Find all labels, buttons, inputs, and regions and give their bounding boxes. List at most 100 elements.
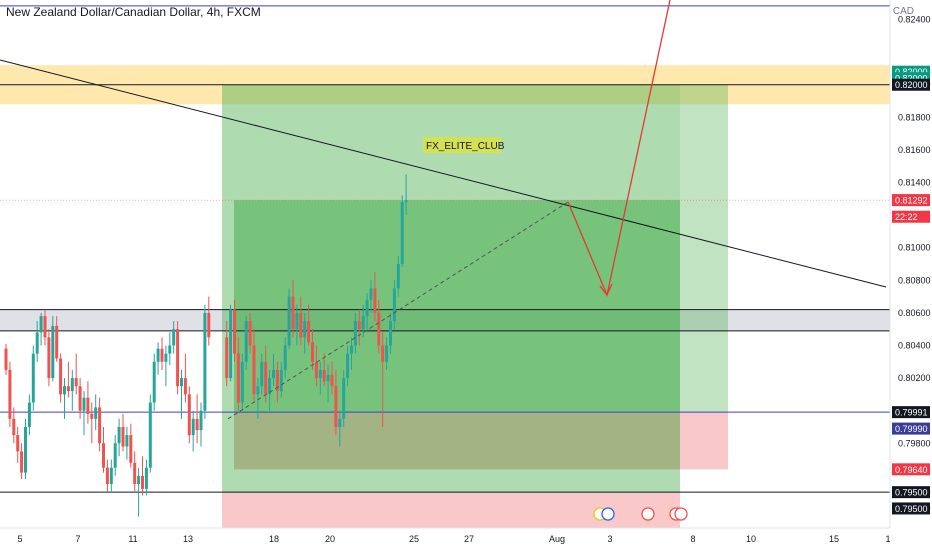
candle-body bbox=[381, 345, 385, 362]
entry-zone bbox=[234, 412, 680, 470]
event-marker-icon[interactable] bbox=[641, 507, 655, 521]
candle-body bbox=[233, 309, 236, 354]
candle-body bbox=[365, 299, 369, 317]
candle-body bbox=[141, 475, 144, 489]
position-diagonal bbox=[227, 201, 569, 420]
candle-body bbox=[133, 462, 137, 484]
price-tag-label: 0.79990 bbox=[895, 424, 928, 434]
candle-body bbox=[240, 361, 244, 403]
candle-body bbox=[16, 435, 20, 452]
price-tag-label: 0.79500 bbox=[895, 504, 928, 514]
price-tick-label: 0.80200 bbox=[898, 373, 931, 383]
time-tick-label: 5 bbox=[17, 534, 22, 544]
price-tag-label: 0.82000 bbox=[895, 67, 928, 77]
price-tag bbox=[892, 406, 930, 419]
time-tick-label: 18 bbox=[269, 534, 279, 544]
candle-body bbox=[8, 369, 12, 419]
candle-body bbox=[59, 358, 63, 395]
candle-body bbox=[129, 435, 133, 463]
candle-body bbox=[377, 312, 381, 346]
candle-body bbox=[47, 337, 51, 379]
price-tag-label: 22:22 bbox=[895, 212, 918, 222]
candle-body bbox=[404, 200, 408, 203]
time-tick-label: 11 bbox=[128, 534, 137, 544]
price-tag bbox=[892, 194, 930, 207]
stop-loss-zone-extension bbox=[680, 412, 728, 470]
candle-body bbox=[183, 378, 187, 395]
candle-body bbox=[4, 348, 8, 370]
candle-body bbox=[74, 378, 78, 387]
candle-body bbox=[148, 402, 152, 468]
price-tag-label: 0.79640 bbox=[895, 465, 928, 475]
candle-body bbox=[125, 435, 129, 447]
price-tag-label: 0.79991 bbox=[895, 408, 928, 418]
candle-body bbox=[264, 361, 268, 395]
candle-body bbox=[225, 337, 229, 379]
candle-body bbox=[350, 345, 353, 354]
candle-body bbox=[338, 418, 342, 427]
annotation-badge bbox=[423, 137, 501, 153]
price-tag-label: 0.79500 bbox=[895, 488, 928, 498]
price-tick-label: 0.81600 bbox=[898, 145, 931, 155]
candle-body bbox=[156, 348, 160, 362]
candle-body bbox=[307, 321, 311, 343]
time-tick-label: 8 bbox=[690, 534, 695, 544]
candle-body bbox=[260, 361, 264, 387]
price-tag-label: 0.81292 bbox=[895, 196, 928, 206]
price-tag bbox=[892, 502, 930, 515]
candle-body bbox=[279, 369, 283, 392]
candle-body bbox=[291, 296, 295, 330]
candle-body bbox=[314, 361, 318, 379]
candle-body bbox=[195, 418, 199, 431]
candle-body bbox=[357, 321, 361, 330]
candle-body bbox=[27, 402, 31, 427]
candle-body bbox=[244, 321, 248, 362]
candle-body bbox=[353, 321, 357, 346]
candle-body bbox=[303, 321, 307, 338]
candle-body bbox=[334, 386, 338, 427]
candle-body bbox=[63, 386, 66, 395]
price-tick-label: 0.81000 bbox=[898, 243, 931, 253]
candle-body bbox=[330, 374, 334, 387]
candle-body bbox=[236, 353, 240, 403]
price-tick-label: 0.80800 bbox=[898, 275, 931, 285]
event-marker-icon[interactable] bbox=[674, 507, 688, 521]
candle-body bbox=[94, 407, 98, 419]
candle-body bbox=[121, 426, 125, 447]
time-tick-label: 13 bbox=[183, 534, 193, 544]
candle-body bbox=[275, 369, 279, 392]
time-tick-label: 1 bbox=[885, 534, 890, 544]
candle-body bbox=[283, 345, 287, 370]
candle-body bbox=[31, 353, 35, 403]
time-tick-label: 20 bbox=[325, 534, 335, 544]
trend-line[interactable] bbox=[0, 59, 887, 288]
price-tick-label: 0.81800 bbox=[898, 112, 931, 122]
candle-body bbox=[66, 386, 70, 392]
candle-body bbox=[86, 397, 90, 414]
candle-body bbox=[51, 325, 55, 379]
annotation-text: FX_ELITE_CLUB bbox=[426, 141, 505, 152]
candle-body bbox=[191, 418, 195, 436]
price-tag bbox=[892, 210, 930, 223]
candle-body bbox=[207, 312, 211, 338]
candle-body bbox=[342, 378, 346, 419]
candle-body bbox=[168, 345, 172, 354]
candle-body bbox=[248, 321, 252, 346]
time-tick-label: 7 bbox=[75, 534, 80, 544]
price-tick-label: 0.82400 bbox=[898, 15, 931, 25]
candle-body bbox=[102, 443, 105, 468]
candle-body bbox=[229, 309, 233, 379]
candle-body bbox=[55, 325, 59, 359]
candle-body bbox=[164, 353, 168, 362]
candle-body bbox=[256, 386, 260, 395]
price-tag bbox=[892, 422, 930, 435]
candle-body bbox=[400, 202, 404, 264]
candle-body bbox=[172, 329, 176, 346]
event-marker-icon[interactable] bbox=[601, 507, 615, 521]
candle-body bbox=[272, 369, 275, 379]
candle-body bbox=[318, 369, 322, 379]
candle-body bbox=[199, 410, 203, 431]
candle-body bbox=[117, 426, 121, 444]
candle-body bbox=[326, 374, 330, 382]
